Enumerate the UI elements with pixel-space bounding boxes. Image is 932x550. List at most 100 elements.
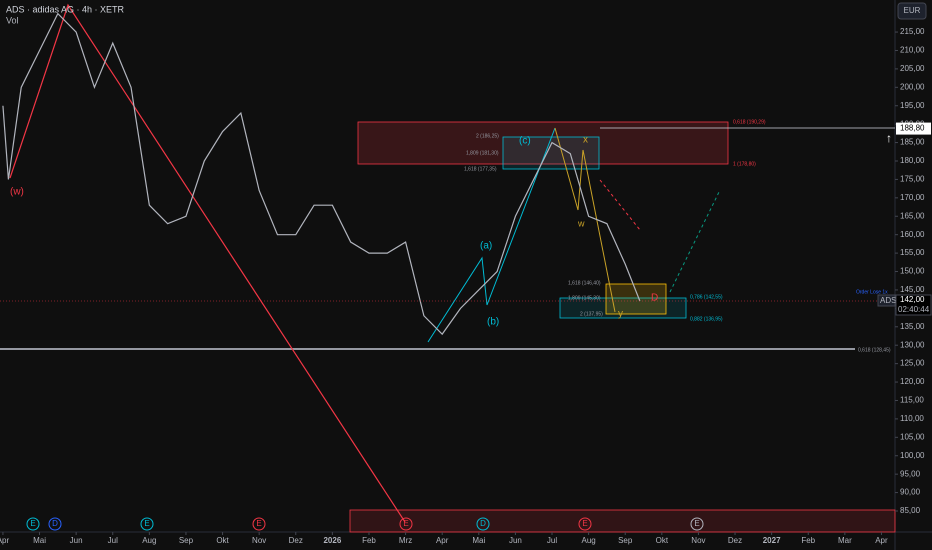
annotation: 1,809 (181,30): [466, 150, 499, 156]
x-tick-label: Dez: [289, 536, 303, 545]
y-tick-label: 135,00: [900, 322, 925, 331]
x-tick-label: Nov: [252, 536, 266, 545]
y-tick-label: 110,00: [900, 414, 924, 423]
x-tick-label: Jul: [108, 536, 118, 545]
annotation: 0,786 (142,55): [690, 294, 723, 300]
x-tick-label: Mai: [472, 536, 485, 545]
price-badge: [877, 294, 896, 307]
subtitle: Vol: [6, 15, 19, 25]
y-tick-label: 100,00: [900, 451, 925, 460]
x-tick-label: Feb: [362, 536, 376, 545]
annotation: w: [577, 218, 585, 228]
alert-arrow: ↑: [886, 131, 892, 145]
y-tick-label: 165,00: [900, 211, 925, 220]
y-tick-label: 195,00: [900, 101, 925, 110]
x-tick-label: Apr: [875, 536, 888, 545]
price-line: [2, 12, 641, 336]
event-marker: [578, 517, 592, 531]
fib-box: [559, 297, 687, 319]
y-tick-label: 185,00: [900, 138, 925, 147]
y-tick-label: 145,00: [900, 285, 925, 294]
event-marker: [252, 517, 266, 531]
projection: [599, 179, 641, 231]
x-tick-label: Okt: [656, 536, 669, 545]
countdown: 02:40:44: [898, 305, 930, 314]
x-tick-label: Sep: [618, 536, 633, 545]
x-tick-label: Feb: [801, 536, 815, 545]
annotation: 1,618 (177,35): [464, 166, 497, 172]
annotation: (a): [480, 241, 492, 252]
annotation: Order Lose 1x: [856, 289, 888, 295]
x-tick-label: 2026: [323, 536, 341, 545]
y-tick-label: 130,00: [900, 340, 925, 349]
annotation: (c): [519, 136, 531, 147]
x-tick-label: Sep: [179, 536, 194, 545]
annotation: D: [480, 519, 486, 528]
alert-price: 188,80: [900, 124, 925, 133]
x-tick-label: Dez: [728, 536, 742, 545]
y-tick-label: 175,00: [900, 175, 925, 184]
annotation: 1 (178,80): [733, 161, 756, 167]
x-tick-label: Apr: [0, 536, 9, 545]
currency[interactable]: EUR: [904, 6, 921, 15]
event-marker: [476, 517, 490, 531]
annotation: 1,809 (145,30): [568, 295, 601, 301]
x-tick-label: Jul: [547, 536, 557, 545]
y-tick-label: 215,00: [900, 27, 925, 36]
annotation: D: [651, 293, 658, 304]
price-badge: [895, 294, 932, 316]
annotation: 2 (137,95): [580, 311, 603, 317]
annotation: E: [582, 519, 587, 528]
event-marker: [399, 517, 413, 531]
zone-box: [357, 121, 729, 165]
wave-line: [554, 127, 616, 313]
target-box: [605, 283, 667, 315]
annotation: 0,882 (136,95): [690, 316, 723, 322]
x-tick-label: Mar: [838, 536, 852, 545]
y-tick-label: 180,00: [900, 156, 925, 165]
annotation: y: [618, 309, 623, 320]
currency-button[interactable]: [897, 2, 927, 20]
annotation: E: [403, 519, 408, 528]
zone-box: [349, 509, 896, 533]
event-marker: [26, 517, 40, 531]
annotation: E: [694, 519, 699, 528]
y-tick-label: 95,00: [900, 469, 921, 478]
annotation: x: [583, 135, 588, 146]
y-tick-label: 200,00: [900, 82, 925, 91]
x-tick-label: Mai: [33, 536, 46, 545]
y-tick-label: 115,00: [900, 396, 924, 405]
x-tick-label: 2027: [763, 536, 781, 545]
y-tick-label: 125,00: [900, 359, 925, 368]
annotation: 0,618 (190,29): [733, 119, 766, 125]
x-tick-label: Jun: [509, 536, 522, 545]
y-tick-label: 90,00: [900, 488, 921, 497]
annotation: D: [52, 519, 58, 528]
y-tick-label: 85,00: [900, 506, 921, 515]
annotation: (b): [487, 317, 499, 328]
x-tick-label: Apr: [436, 536, 449, 545]
annotation: (w): [10, 187, 24, 198]
y-tick-label: 210,00: [900, 46, 925, 55]
y-tick-label: 120,00: [900, 377, 925, 386]
annotation: 0,618 (128,45): [858, 347, 891, 353]
price-badge: [896, 122, 931, 135]
symbol-label: ADS: [880, 296, 896, 305]
wave-line: [9, 3, 406, 523]
event-marker: [48, 517, 62, 531]
x-tick-label: Aug: [142, 536, 156, 545]
annotation: E: [30, 519, 35, 528]
y-tick-label: 160,00: [900, 230, 925, 239]
event-marker: [690, 517, 704, 531]
y-tick-label: 155,00: [900, 248, 925, 257]
last-price: 142,00: [900, 295, 925, 304]
y-tick-label: 150,00: [900, 267, 925, 276]
chart-title: ADS · adidas AG · 4h · XETR: [6, 4, 125, 14]
x-tick-label: Aug: [581, 536, 595, 545]
projection: [669, 189, 721, 293]
x-tick-label: Mrz: [399, 536, 412, 545]
y-tick-label: 105,00: [900, 432, 925, 441]
annotation: 1,618 (146,40): [568, 280, 601, 286]
annotation: E: [256, 519, 261, 528]
